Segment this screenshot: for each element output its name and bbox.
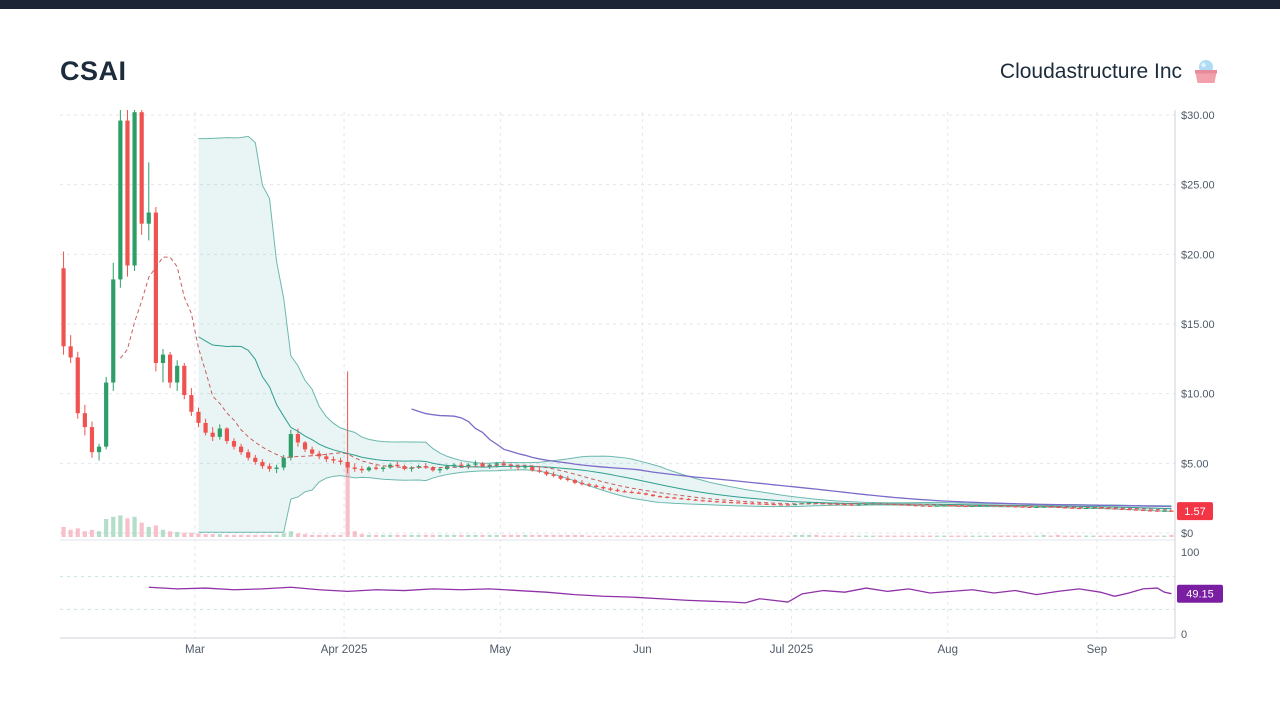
rsi-series xyxy=(148,586,1172,604)
svg-text:100: 100 xyxy=(1181,547,1199,559)
svg-text:Sep: Sep xyxy=(1087,644,1107,656)
svg-text:$0: $0 xyxy=(1181,528,1193,540)
price-series xyxy=(61,110,1174,537)
svg-text:$30.00: $30.00 xyxy=(1181,110,1215,122)
rsi-line xyxy=(148,586,1172,604)
svg-text:Aug: Aug xyxy=(938,644,958,656)
svg-text:1.57: 1.57 xyxy=(1184,506,1205,518)
company-logo-icon xyxy=(1192,59,1220,85)
svg-text:Apr 2025: Apr 2025 xyxy=(321,644,368,656)
top-accent-bar xyxy=(0,0,1280,9)
rsi-value-badge xyxy=(1177,584,1223,603)
svg-text:Jun: Jun xyxy=(633,644,652,656)
svg-text:$15.00: $15.00 xyxy=(1181,319,1215,331)
volume-bars xyxy=(61,465,1174,537)
svg-text:May: May xyxy=(489,644,511,656)
svg-text:$20.00: $20.00 xyxy=(1181,249,1215,261)
current-price-badge xyxy=(1177,502,1213,521)
svg-text:Jul 2025: Jul 2025 xyxy=(770,644,813,656)
gridlines xyxy=(60,110,1176,639)
chart-header: CSAI Cloudastructure Inc xyxy=(60,56,1220,87)
sma-dashed-line xyxy=(119,256,1172,511)
company-name-wrap: Cloudastructure Inc xyxy=(1000,59,1220,85)
volatility-band-fill xyxy=(198,136,1172,533)
candlestick-series xyxy=(61,110,1174,512)
svg-text:$10.00: $10.00 xyxy=(1181,389,1215,401)
sma-long-line xyxy=(411,408,1172,508)
ticker-symbol: CSAI xyxy=(60,56,127,86)
company-name: Cloudastructure Inc xyxy=(999,59,1182,83)
axis-labels: $30.00 $25.00 $20.00 $15.00 $10.00 $5.00 $0 Mar… xyxy=(185,110,1215,656)
svg-text:$5.00: $5.00 xyxy=(1181,458,1209,470)
svg-text:$25.00: $25.00 xyxy=(1181,180,1215,192)
value-badges: 1.57 49.15 xyxy=(1177,502,1223,603)
svg-text:Mar: Mar xyxy=(185,644,205,656)
svg-text:49.15: 49.15 xyxy=(1186,589,1214,601)
svg-text:0: 0 xyxy=(1181,629,1187,641)
